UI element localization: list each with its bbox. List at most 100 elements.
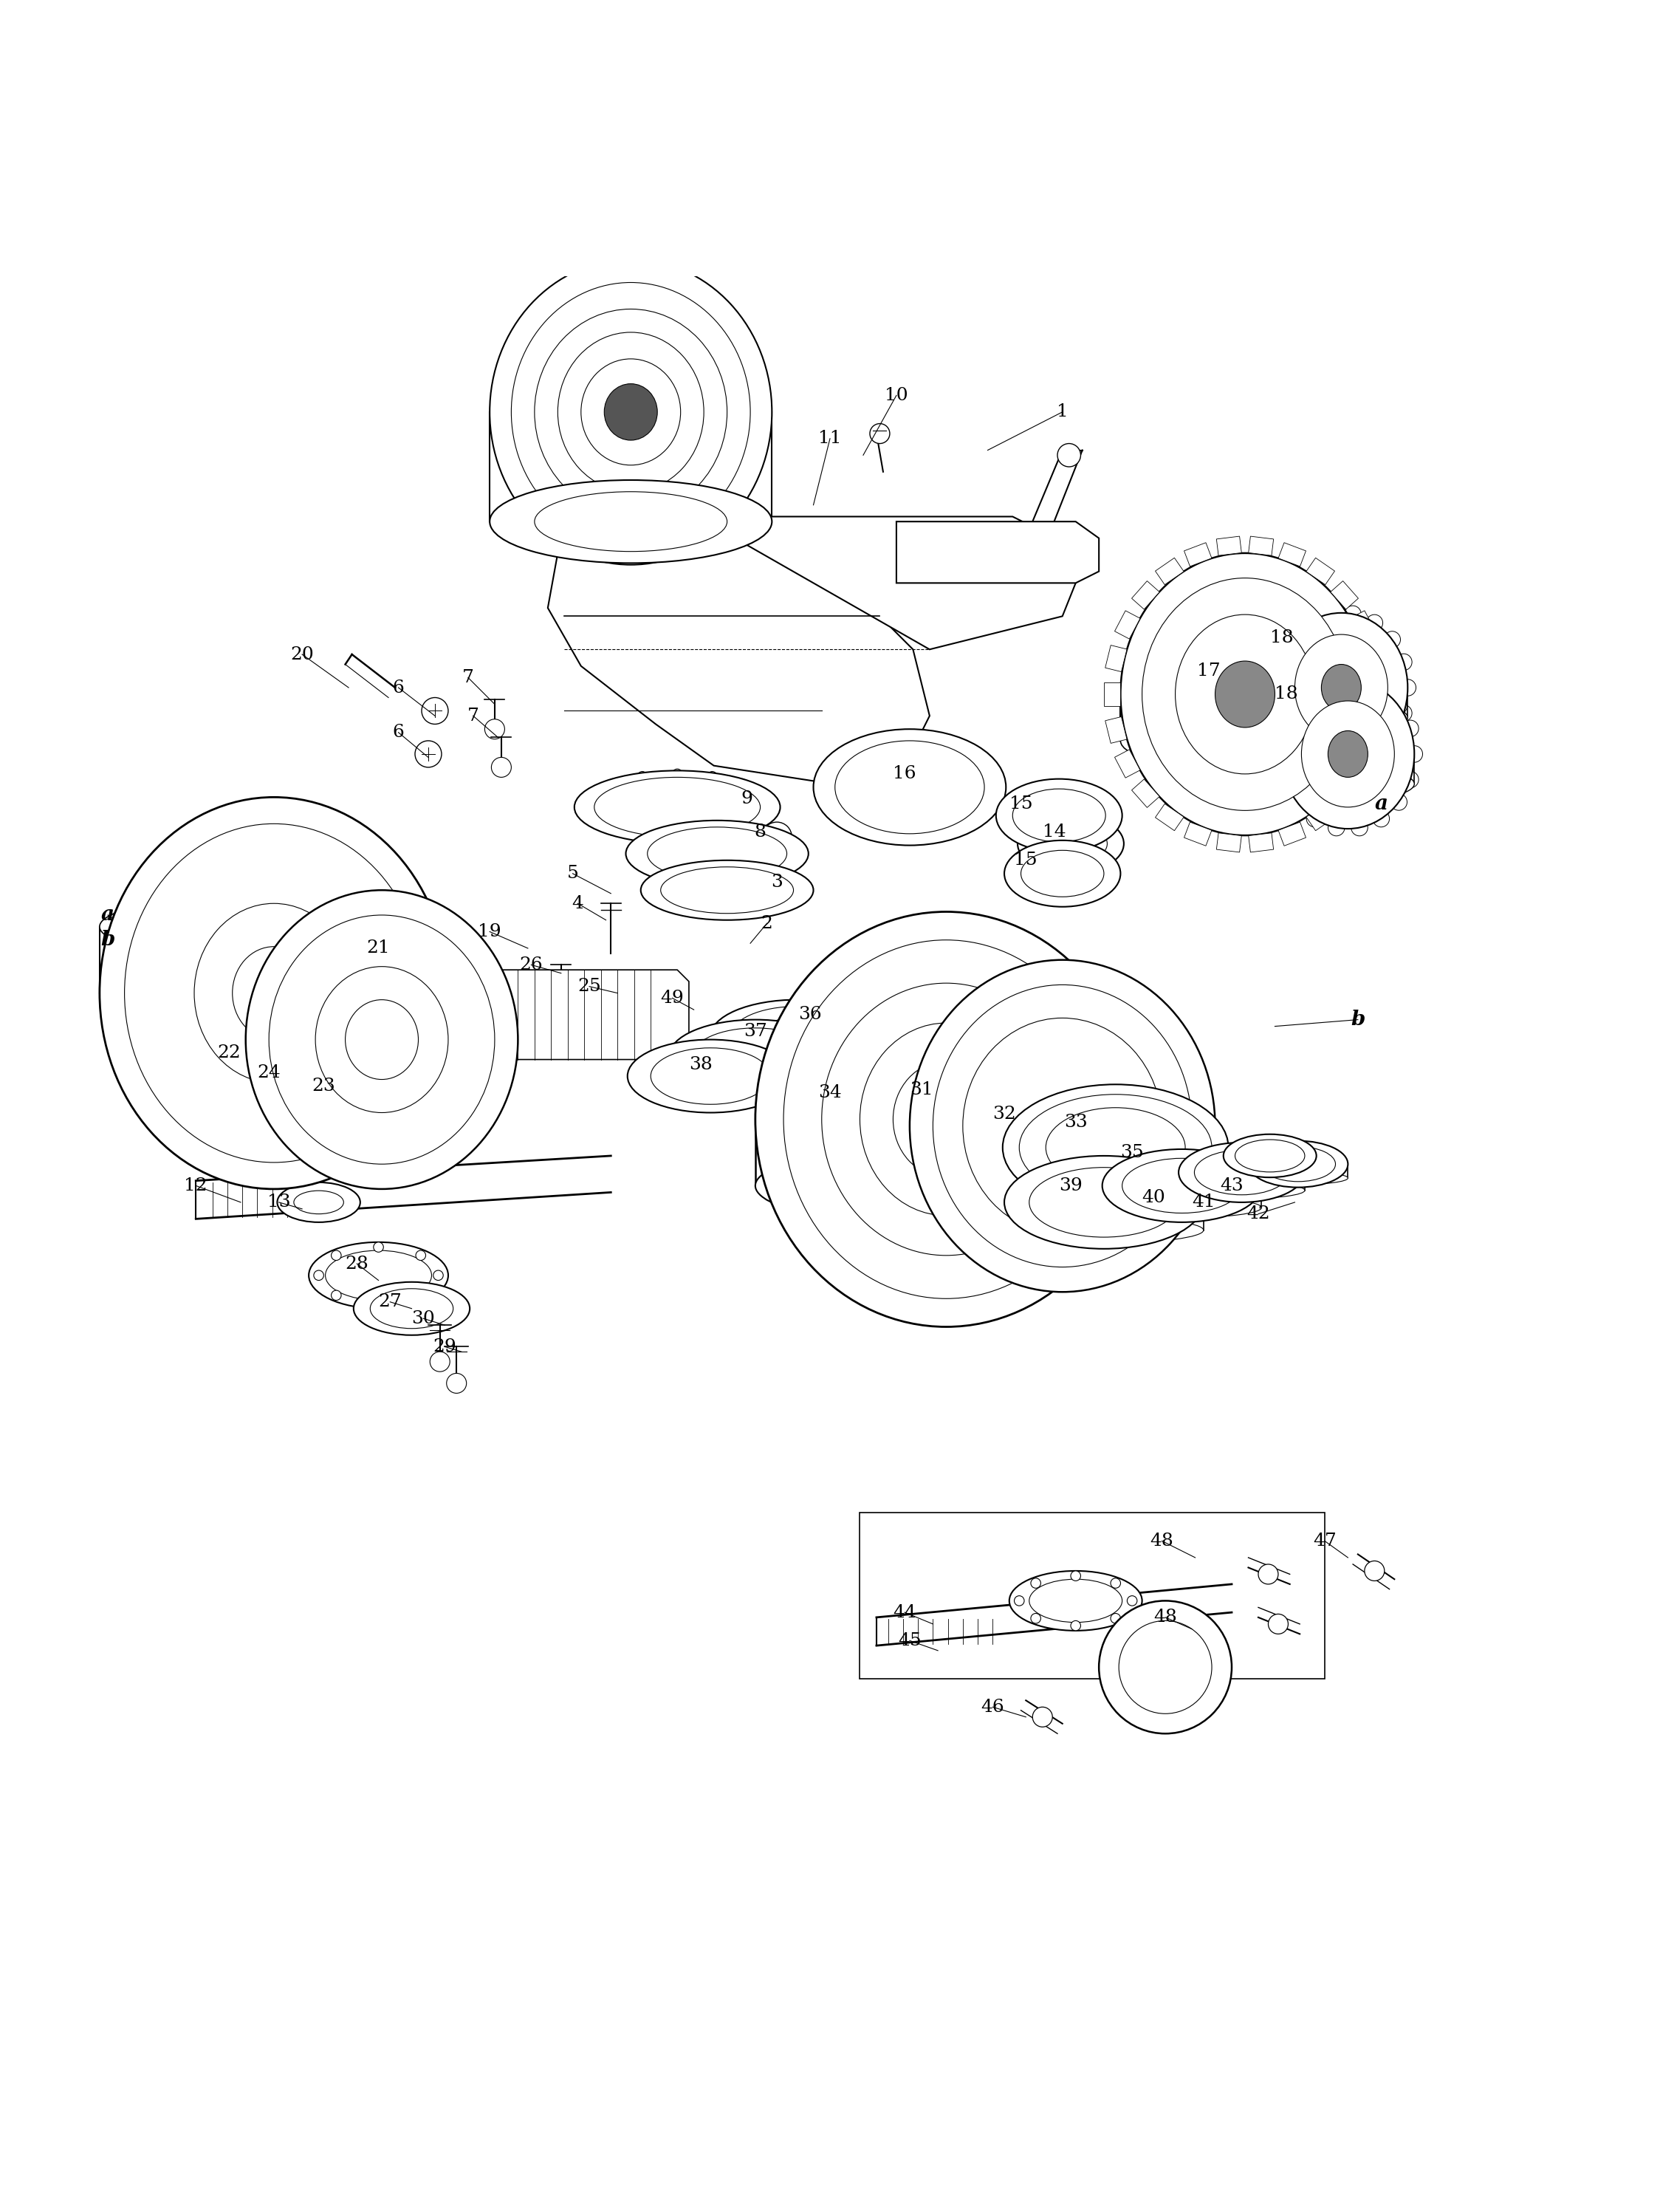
Circle shape: [395, 984, 412, 1002]
Circle shape: [292, 1086, 305, 1099]
Circle shape: [1099, 1157, 1109, 1168]
Text: 45: 45: [898, 1632, 921, 1650]
Ellipse shape: [490, 259, 772, 564]
Circle shape: [998, 1011, 1011, 1024]
Circle shape: [624, 524, 637, 538]
Circle shape: [516, 405, 530, 418]
Text: 30: 30: [412, 1310, 435, 1327]
Circle shape: [890, 768, 930, 807]
Text: 16: 16: [893, 765, 916, 783]
Circle shape: [679, 546, 691, 555]
Circle shape: [762, 823, 792, 852]
Ellipse shape: [1223, 1164, 1316, 1175]
Circle shape: [1321, 752, 1338, 770]
Polygon shape: [1184, 823, 1212, 845]
Ellipse shape: [710, 1035, 883, 1095]
Circle shape: [637, 772, 647, 781]
Circle shape: [827, 1086, 867, 1126]
Circle shape: [988, 783, 998, 792]
Ellipse shape: [1262, 1146, 1335, 1181]
Circle shape: [581, 803, 591, 812]
Circle shape: [1096, 827, 1109, 841]
Circle shape: [1282, 604, 1295, 617]
Text: 41: 41: [1192, 1194, 1215, 1210]
Text: 38: 38: [689, 1055, 712, 1073]
Circle shape: [1071, 1621, 1081, 1630]
Ellipse shape: [1009, 1571, 1142, 1630]
Circle shape: [608, 779, 618, 790]
Ellipse shape: [232, 947, 315, 1040]
Circle shape: [1282, 630, 1298, 648]
Ellipse shape: [1102, 1150, 1262, 1223]
Text: 12: 12: [184, 1177, 208, 1194]
Circle shape: [1179, 1119, 1199, 1139]
Circle shape: [1057, 445, 1081, 467]
Circle shape: [637, 834, 647, 843]
Circle shape: [1365, 1562, 1384, 1582]
Circle shape: [1029, 1237, 1046, 1252]
Ellipse shape: [669, 1020, 842, 1093]
Ellipse shape: [692, 1029, 818, 1084]
Circle shape: [1172, 1217, 1184, 1228]
Circle shape: [1111, 1577, 1120, 1588]
Circle shape: [999, 810, 1013, 823]
Circle shape: [1338, 1161, 1343, 1168]
Circle shape: [1293, 1168, 1300, 1177]
Circle shape: [1366, 743, 1383, 761]
Circle shape: [531, 347, 544, 361]
Circle shape: [1267, 679, 1283, 697]
Ellipse shape: [1004, 1157, 1204, 1250]
Circle shape: [294, 1128, 310, 1144]
Ellipse shape: [1194, 1150, 1288, 1194]
Circle shape: [415, 741, 442, 768]
Circle shape: [149, 1048, 166, 1064]
Polygon shape: [1278, 542, 1306, 566]
Circle shape: [734, 518, 744, 526]
Circle shape: [1096, 792, 1109, 805]
Circle shape: [792, 1110, 808, 1128]
Circle shape: [1277, 1150, 1283, 1157]
Polygon shape: [1217, 834, 1242, 852]
Text: 19: 19: [478, 922, 501, 940]
Circle shape: [491, 757, 511, 776]
Circle shape: [717, 347, 730, 361]
Circle shape: [1282, 728, 1298, 743]
Circle shape: [1351, 672, 1368, 688]
Text: 42: 42: [1247, 1206, 1270, 1223]
Circle shape: [717, 465, 730, 478]
Ellipse shape: [535, 491, 727, 551]
Ellipse shape: [1215, 661, 1275, 728]
Polygon shape: [1306, 803, 1335, 832]
Ellipse shape: [1122, 1159, 1242, 1212]
Circle shape: [1026, 1137, 1046, 1157]
Circle shape: [447, 1374, 466, 1394]
Ellipse shape: [1046, 1108, 1185, 1188]
Circle shape: [764, 803, 774, 812]
Polygon shape: [1217, 535, 1242, 555]
Circle shape: [905, 832, 915, 843]
Circle shape: [1384, 728, 1401, 743]
Circle shape: [681, 489, 691, 498]
Circle shape: [1024, 1177, 1036, 1188]
Circle shape: [1373, 681, 1389, 697]
Polygon shape: [1330, 582, 1358, 608]
Ellipse shape: [893, 1062, 999, 1177]
Text: 37: 37: [744, 1022, 767, 1040]
Circle shape: [608, 825, 618, 836]
Circle shape: [382, 1048, 398, 1064]
Circle shape: [136, 984, 153, 1002]
Circle shape: [837, 1095, 857, 1117]
Polygon shape: [1330, 779, 1358, 807]
Text: 32: 32: [993, 1106, 1016, 1124]
Polygon shape: [1248, 834, 1273, 852]
Ellipse shape: [1120, 710, 1370, 770]
Ellipse shape: [1321, 664, 1361, 710]
Ellipse shape: [594, 776, 760, 836]
Circle shape: [1157, 1212, 1165, 1221]
Circle shape: [332, 1290, 342, 1301]
Circle shape: [1041, 841, 1054, 854]
Text: 48: 48: [1150, 1533, 1174, 1548]
Ellipse shape: [370, 1290, 453, 1329]
Circle shape: [571, 546, 581, 555]
Circle shape: [1122, 1164, 1130, 1172]
